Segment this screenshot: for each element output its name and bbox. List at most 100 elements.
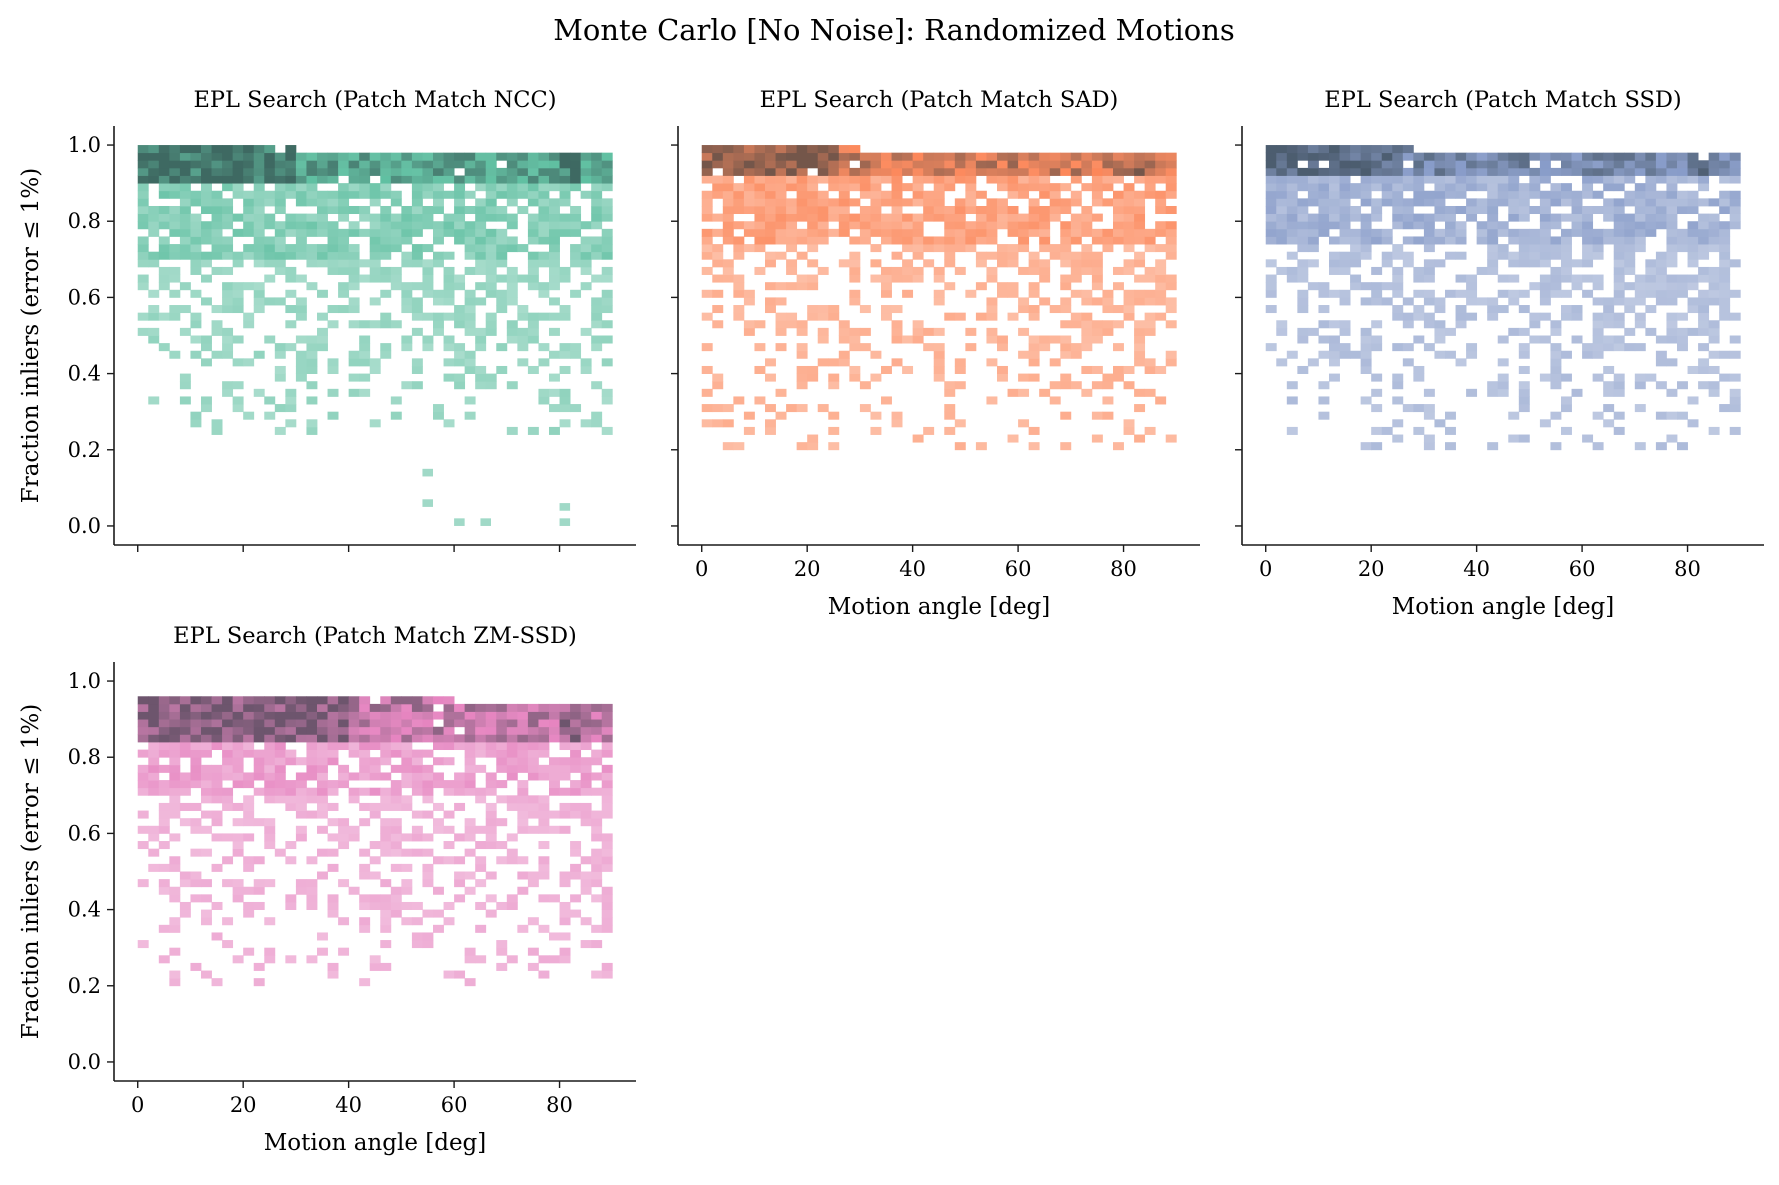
heatmap-cell <box>807 198 819 207</box>
heatmap-cell <box>786 320 798 329</box>
heatmap-cell <box>369 152 381 161</box>
heatmap-cell <box>485 810 497 819</box>
heatmap-cell <box>285 802 297 811</box>
heatmap-cell <box>1613 221 1625 230</box>
heatmap-cell <box>1113 320 1124 329</box>
heatmap-cell <box>591 856 603 865</box>
heatmap-cell <box>359 894 371 903</box>
heatmap-cell <box>1550 373 1562 382</box>
heatmap-cell <box>232 183 244 192</box>
heatmap-cell <box>743 190 755 199</box>
heatmap-cell <box>148 312 160 321</box>
heatmap-cell <box>485 183 497 192</box>
heatmap-cell <box>285 856 297 865</box>
heatmap-cell <box>285 419 297 428</box>
heatmap-cell <box>891 228 903 237</box>
heatmap-cell <box>786 167 798 176</box>
heatmap-cell <box>601 167 613 176</box>
heatmap-cell <box>380 213 392 222</box>
heatmap-cell <box>549 726 560 735</box>
heatmap-cell <box>591 297 603 306</box>
heatmap-cell <box>712 259 724 268</box>
heatmap-cell <box>1371 289 1383 298</box>
heatmap-cell <box>559 879 571 888</box>
heatmap-cell <box>496 940 508 949</box>
heatmap-cell <box>965 152 977 161</box>
heatmap-cell <box>1603 213 1615 222</box>
heatmap-cell <box>923 198 935 207</box>
heatmap-cell <box>401 335 413 344</box>
heatmap-cell <box>137 312 149 321</box>
heatmap-cell <box>1070 198 1082 207</box>
heatmap-cell <box>796 365 808 374</box>
heatmap-cell <box>1508 175 1520 184</box>
heatmap-cell <box>1508 434 1520 443</box>
heatmap-cell <box>169 757 181 766</box>
heatmap-cell <box>306 772 318 781</box>
heatmap-cell <box>1529 320 1541 329</box>
heatmap-cell <box>369 244 381 253</box>
heatmap-cell <box>1539 213 1551 222</box>
heatmap-cell <box>712 381 724 390</box>
heatmap-cell <box>222 833 234 842</box>
heatmap-cell <box>517 726 529 735</box>
heatmap-cell <box>580 726 592 735</box>
heatmap-cell <box>327 848 339 857</box>
heatmap-cell <box>475 251 487 260</box>
heatmap-cell <box>201 795 212 804</box>
heatmap-cell <box>1155 167 1167 176</box>
heatmap-cell <box>285 343 297 352</box>
heatmap-cell <box>765 160 776 169</box>
heatmap-cell <box>475 901 487 910</box>
heatmap-cell <box>285 711 297 720</box>
heatmap-cell <box>881 167 892 176</box>
heatmap-cell <box>380 175 392 184</box>
heatmap-cell <box>464 947 476 956</box>
heatmap-cell <box>796 183 808 192</box>
heatmap-cell <box>570 734 582 743</box>
heatmap-cell <box>1297 297 1309 306</box>
heatmap-cell <box>1582 289 1594 298</box>
heatmap-cell <box>891 358 903 367</box>
heatmap-cell <box>743 152 755 161</box>
heatmap-cell <box>348 711 360 720</box>
heatmap-cell <box>933 289 945 298</box>
heatmap-cell <box>1297 183 1309 192</box>
heatmap-cell <box>137 764 149 773</box>
heatmap-cell <box>1445 251 1456 260</box>
heatmap-cell <box>722 404 734 413</box>
heatmap-cell <box>359 213 371 222</box>
heatmap-cell <box>775 343 787 352</box>
heatmap-cell <box>464 780 476 789</box>
heatmap-cell <box>1123 426 1135 435</box>
heatmap-cell <box>179 213 191 222</box>
heatmap-cell <box>712 251 724 260</box>
heatmap-cell <box>1360 350 1372 359</box>
heatmap-cell <box>1123 152 1135 161</box>
heatmap-cell <box>891 274 903 283</box>
heatmap-cell <box>433 297 444 306</box>
heatmap-cell <box>986 205 998 215</box>
heatmap-cell <box>527 175 539 184</box>
heatmap-cell <box>549 259 560 268</box>
heatmap-cell <box>253 726 265 735</box>
heatmap-cell <box>549 244 560 253</box>
heatmap-cell <box>253 787 265 796</box>
heatmap-cell <box>559 901 571 910</box>
heatmap-cell <box>285 221 297 230</box>
heatmap-cell <box>1508 289 1520 298</box>
heatmap-cell <box>422 499 433 507</box>
heatmap-cell <box>912 335 924 344</box>
heatmap-cell <box>285 167 297 176</box>
heatmap-cell <box>222 757 234 766</box>
heatmap-cell <box>422 259 434 268</box>
heatmap-cell <box>169 228 181 237</box>
heatmap-cell <box>1634 190 1646 199</box>
heatmap-cell <box>496 818 508 827</box>
heatmap-cell <box>786 266 798 275</box>
heatmap-cell <box>1666 251 1678 260</box>
heatmap-cell <box>1286 152 1298 161</box>
heatmap-cell <box>390 734 402 743</box>
heatmap-cell <box>1698 327 1710 336</box>
heatmap-cell <box>1666 388 1678 397</box>
